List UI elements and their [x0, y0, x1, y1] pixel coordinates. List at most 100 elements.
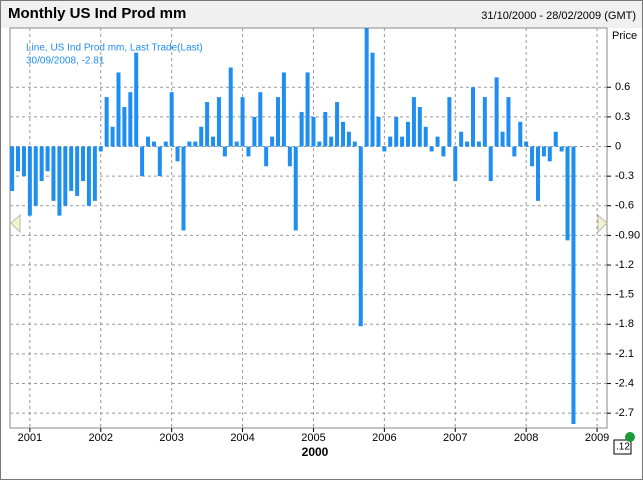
- bar: [57, 146, 62, 216]
- bar: [541, 146, 546, 157]
- y-tick-label: -1.2: [615, 259, 634, 271]
- bar: [234, 141, 239, 147]
- bar: [222, 146, 227, 157]
- bar: [146, 136, 151, 147]
- bar: [382, 146, 387, 152]
- price-tag: .12: [616, 442, 630, 453]
- x-tick-label: 2006: [372, 432, 396, 444]
- bar: [240, 97, 245, 147]
- bar: [287, 146, 292, 167]
- x-tick-label: 2002: [89, 432, 113, 444]
- bar: [39, 146, 44, 182]
- bar: [370, 52, 375, 147]
- bar: [500, 131, 505, 147]
- bar: [536, 146, 541, 201]
- bar: [358, 146, 363, 327]
- y-tick-label: -2.4: [615, 377, 634, 389]
- bar: [435, 136, 440, 147]
- bar: [482, 97, 487, 147]
- bar: [16, 146, 21, 172]
- x-tick-label: 2009: [585, 432, 609, 444]
- bar: [441, 146, 446, 157]
- y-tick-label: -2.7: [615, 407, 634, 419]
- bar: [63, 146, 68, 206]
- bar: [193, 141, 198, 147]
- bar: [128, 92, 133, 147]
- bar: [405, 121, 410, 147]
- bar: [352, 141, 357, 147]
- y-tick-label: 0.6: [615, 81, 630, 93]
- x-tick-label: 2005: [301, 432, 325, 444]
- bar: [553, 131, 558, 147]
- y-tick-label: -0.6: [615, 200, 634, 212]
- bar: [341, 121, 346, 147]
- bar: [346, 131, 351, 147]
- bar: [163, 141, 168, 147]
- bar: [45, 146, 50, 172]
- price-tag-box: [613, 439, 632, 455]
- bar: [447, 97, 452, 147]
- y-tick-label: -1.8: [615, 318, 634, 330]
- bar: [488, 146, 493, 182]
- bar: [571, 146, 576, 425]
- bar: [181, 146, 186, 231]
- bar: [299, 111, 304, 147]
- bar: [51, 146, 56, 201]
- bar: [423, 126, 428, 147]
- bar: [394, 116, 399, 147]
- bar: [429, 146, 434, 152]
- scroll-left[interactable]: [10, 213, 21, 234]
- bar: [547, 146, 552, 162]
- x-tick-label: 2007: [443, 432, 467, 444]
- annotation: 30/09/2008, -2.81: [26, 56, 105, 67]
- chart-subtitle: 31/10/2000 - 28/02/2009 (GMT): [481, 10, 636, 22]
- scroll-right[interactable]: [597, 213, 608, 234]
- bar: [364, 28, 369, 147]
- chart-title: Monthly US Ind Prod mm: [8, 5, 186, 22]
- bar: [175, 146, 180, 162]
- bar: [27, 146, 32, 216]
- bar: [400, 136, 405, 147]
- y-tick-label: -0.90: [615, 229, 640, 241]
- bar: [524, 141, 529, 147]
- bar: [205, 102, 210, 147]
- status-dot: [625, 432, 635, 442]
- bar: [210, 136, 215, 147]
- bar: [329, 136, 334, 147]
- bar: [559, 146, 564, 152]
- bar: [311, 116, 316, 147]
- bar: [258, 92, 263, 147]
- bar: [470, 87, 475, 147]
- bar: [459, 131, 464, 147]
- bar: [81, 146, 86, 182]
- y-tick-label: -1.5: [615, 289, 634, 301]
- bar: [98, 146, 103, 152]
- bar: [69, 146, 74, 191]
- title-bar: [1, 1, 642, 28]
- bar: [317, 141, 322, 147]
- bar: [157, 146, 162, 177]
- y-tick-label: 0: [615, 140, 621, 152]
- bar: [86, 146, 91, 206]
- bar: [116, 72, 121, 147]
- bar: [140, 146, 145, 177]
- y-tick-label: -2.1: [615, 348, 634, 360]
- bar: [252, 116, 257, 147]
- bar: [92, 146, 97, 201]
- bar: [388, 136, 393, 147]
- bar: [216, 97, 221, 147]
- bar: [110, 126, 115, 147]
- bar: [169, 92, 174, 147]
- bar: [21, 146, 26, 177]
- bar: [228, 67, 233, 147]
- x-tick-label: 2001: [18, 432, 42, 444]
- bar: [506, 97, 511, 147]
- bar: [270, 136, 275, 147]
- x-axis-label: 2000: [302, 445, 329, 459]
- legend-text: Line, US Ind Prod mm, Last Trade(Last): [26, 43, 203, 54]
- bar: [465, 141, 470, 147]
- bar: [293, 146, 298, 231]
- bar: [246, 146, 251, 157]
- bar: [376, 116, 381, 147]
